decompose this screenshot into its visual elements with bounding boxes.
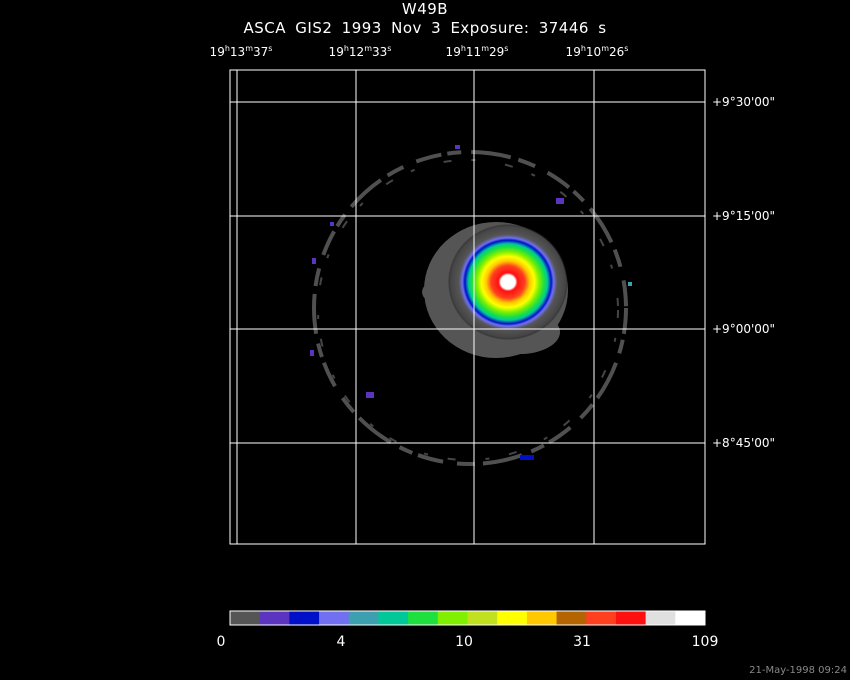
colorbar-swatch xyxy=(467,611,498,625)
colorbar-swatch xyxy=(289,611,320,625)
image-title: W49B xyxy=(401,0,449,18)
colorbar-swatch xyxy=(675,611,706,625)
colorbar-swatch xyxy=(259,611,290,625)
source-w49b xyxy=(448,224,568,340)
dec-tick-label: +9°30'00" xyxy=(712,95,776,109)
colorbar-swatch xyxy=(378,611,409,625)
timestamp: 21-May-1998 09:24 xyxy=(749,665,847,676)
colorbar-tick-label: 0 xyxy=(216,634,226,650)
colorbar-swatch xyxy=(556,611,587,625)
dec-tick-label: +8°45'00" xyxy=(712,436,776,450)
ra-tick-label: 19h13m37s xyxy=(209,44,273,59)
detector-ring xyxy=(312,150,628,466)
colorbar-tick-label: 10 xyxy=(455,634,473,650)
image-subtitle: ASCA GIS2 1993 Nov 3 Exposure: 37446 s xyxy=(243,19,607,37)
ra-tick-label: 19h11m29s xyxy=(445,44,509,59)
colorbar-tick-label: 4 xyxy=(336,634,346,650)
colorbar-swatch xyxy=(348,611,379,625)
colorbar xyxy=(229,610,706,626)
ra-tick-label: 19h10m26s xyxy=(565,44,629,59)
colorbar-swatch xyxy=(526,611,558,625)
colorbar-swatch xyxy=(586,611,617,625)
colorbar-swatch xyxy=(437,611,468,625)
colorbar-border xyxy=(229,610,706,626)
colorbar-swatch xyxy=(230,611,261,625)
ra-tick-label: 19h12m33s xyxy=(328,44,392,59)
dec-tick-label: +9°00'00" xyxy=(712,322,776,336)
colorbar-swatch xyxy=(497,611,528,625)
ring-speckles xyxy=(310,145,632,460)
coordinate-grid xyxy=(230,70,705,544)
colorbar-swatch xyxy=(615,611,647,625)
colorbar-swatch xyxy=(408,611,439,625)
colorbar-swatch xyxy=(645,611,676,625)
dec-tick-label: +9°15'00" xyxy=(712,209,776,223)
colorbar-tick-label: 109 xyxy=(691,634,719,650)
colorbar-swatch xyxy=(319,611,350,625)
image-border xyxy=(229,69,706,545)
colorbar-tick-label: 31 xyxy=(573,634,591,650)
